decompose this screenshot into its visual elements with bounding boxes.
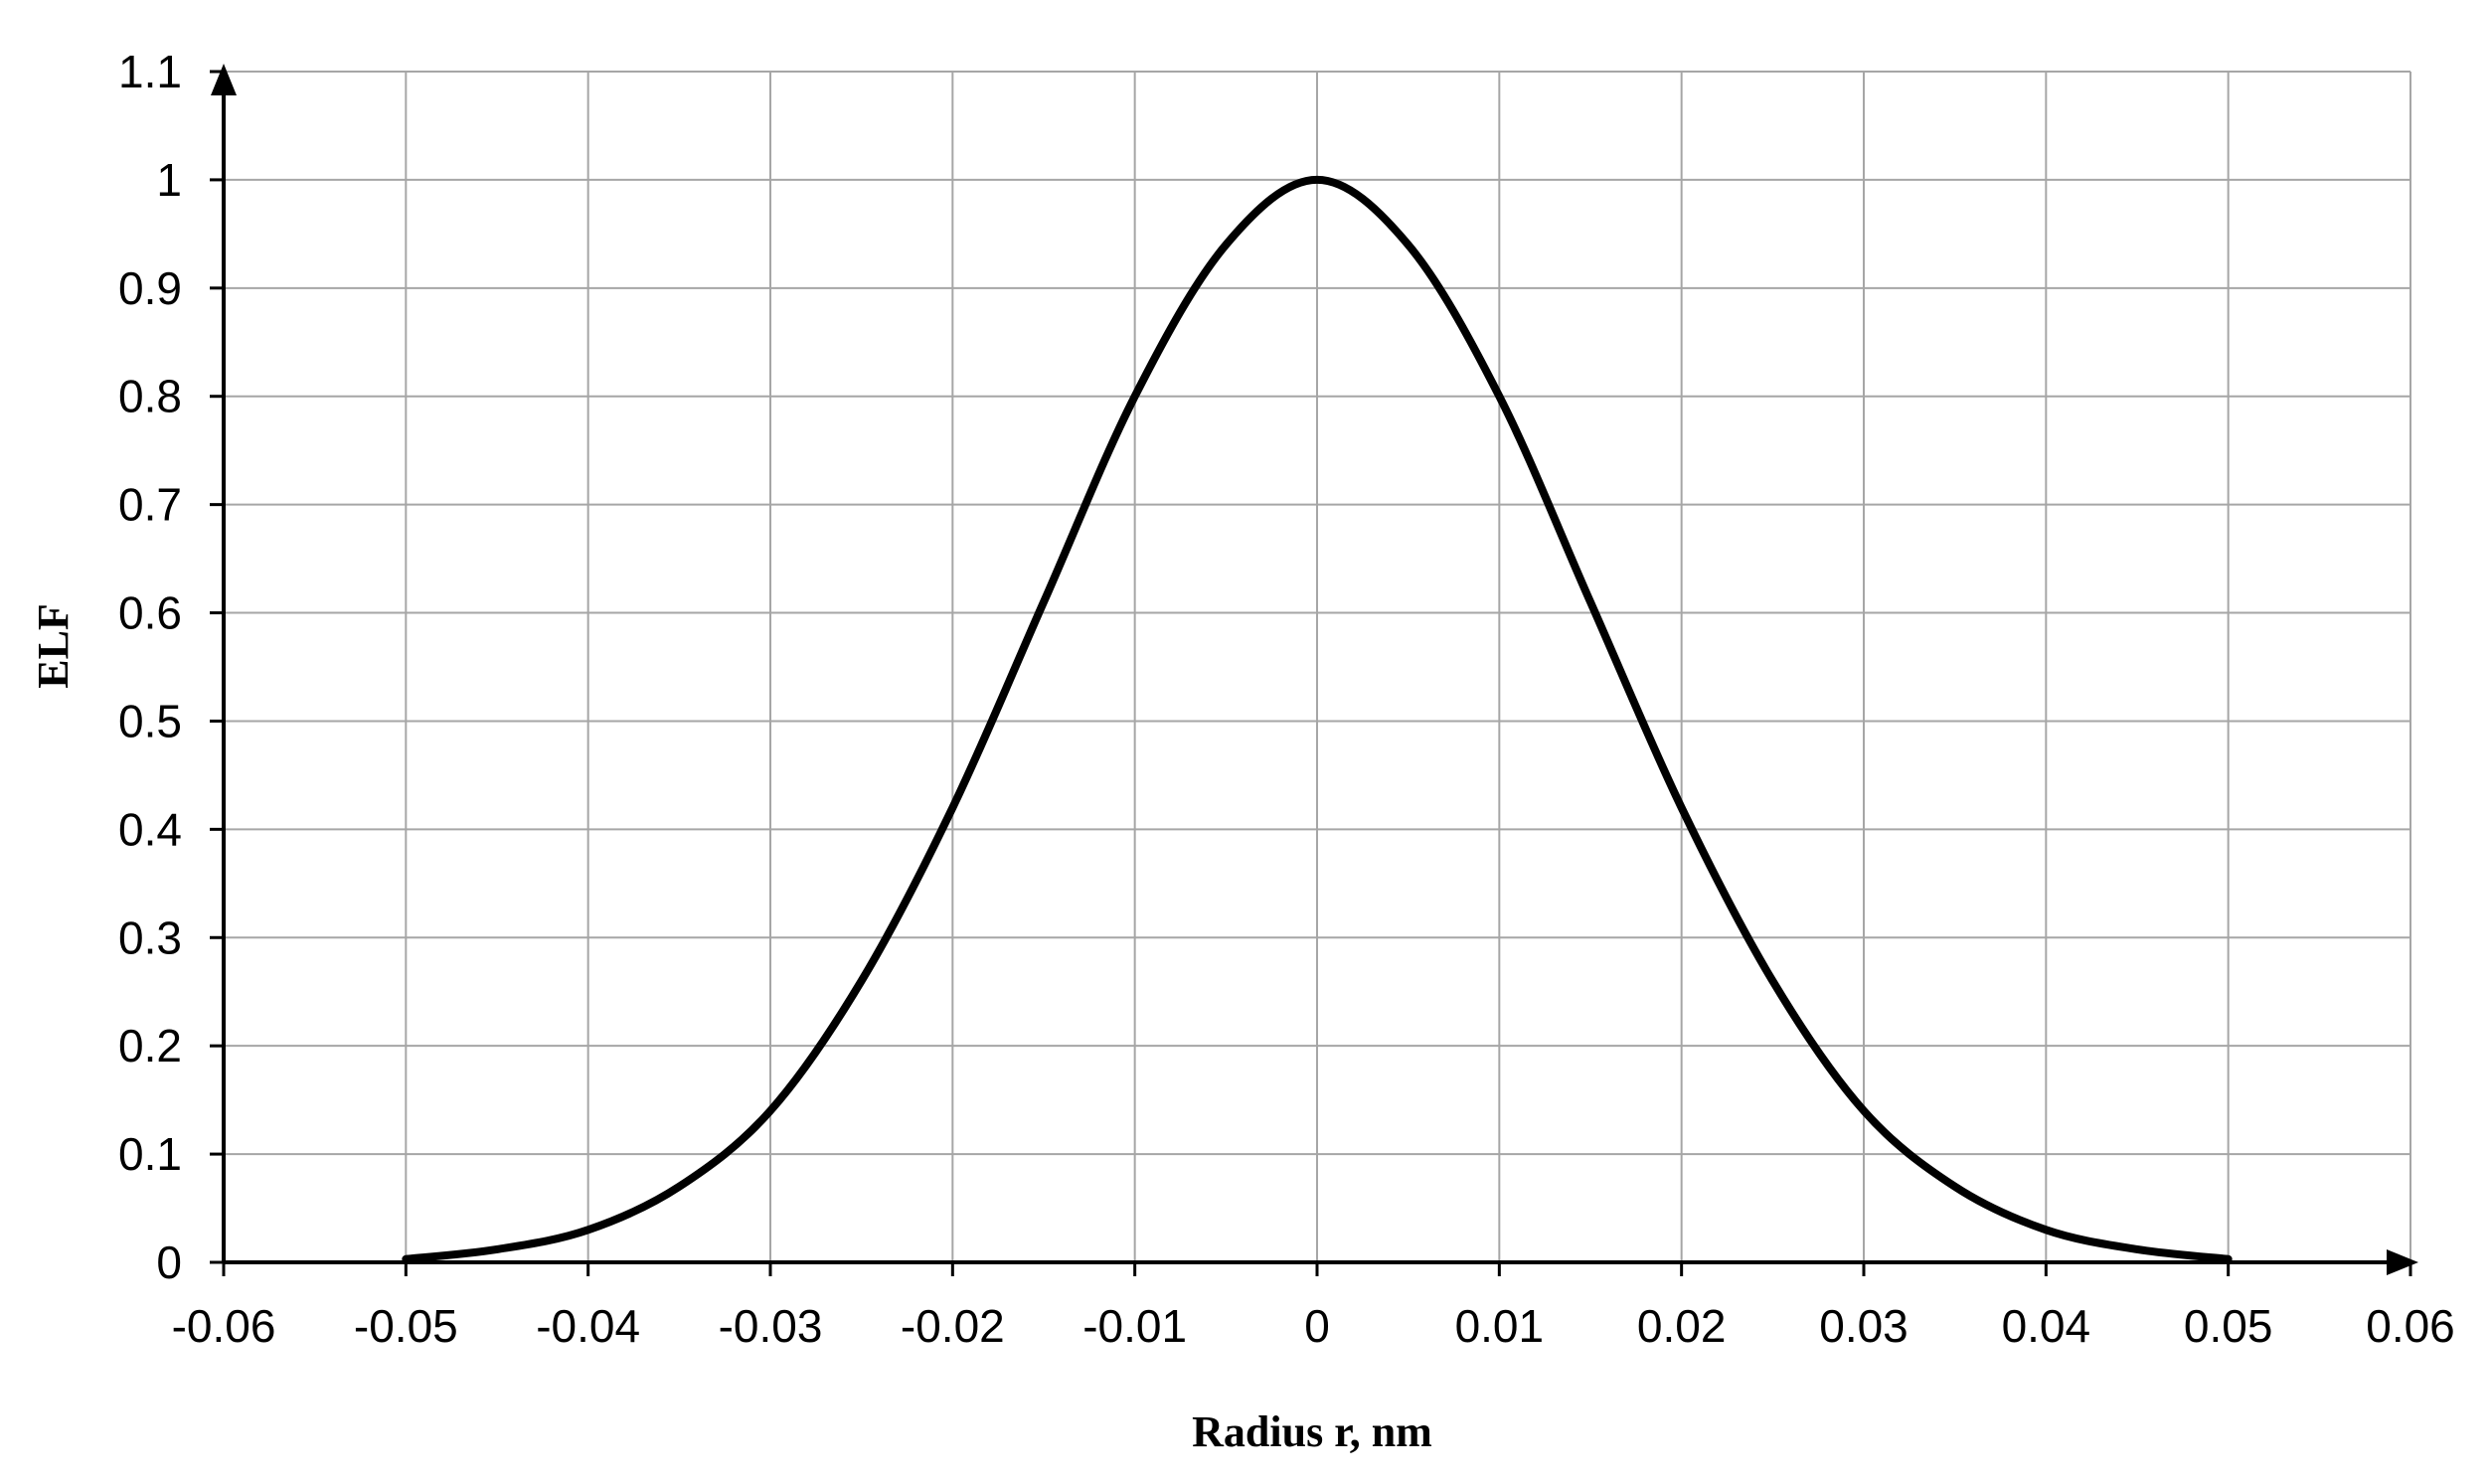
- x-tick-label: -0.05: [354, 1300, 458, 1352]
- y-tick-label: 0.6: [118, 587, 182, 639]
- x-tick-label: -0.03: [719, 1300, 823, 1352]
- x-tick-label: 0.02: [1637, 1300, 1727, 1352]
- x-tick-label: -0.06: [172, 1300, 276, 1352]
- x-tick-label: -0.04: [536, 1300, 640, 1352]
- x-tick-label: 0.04: [2002, 1300, 2091, 1352]
- y-tick-label: 0.9: [118, 262, 182, 314]
- x-tick-label: 0.06: [2366, 1300, 2455, 1352]
- x-axis-arrow: [2387, 1249, 2418, 1275]
- y-tick-label: 0.7: [118, 479, 182, 531]
- x-tick-label: -0.01: [1082, 1300, 1187, 1352]
- y-tick-label: 0.1: [118, 1128, 182, 1180]
- x-tick-label: 0: [1304, 1300, 1330, 1352]
- elf-series-line: [402, 175, 2233, 1263]
- tick-labels: -0.06 -0.05 -0.04 -0.03 -0.02 -0.01 0 0.01 0.02 0…: [118, 46, 2455, 1352]
- y-tick-label: 0.2: [118, 1020, 182, 1072]
- y-tick-label: 0.5: [118, 695, 182, 746]
- x-tick-label: 0.05: [2184, 1300, 2273, 1352]
- y-axis-arrow: [211, 64, 237, 95]
- x-axis-title: Radius r, nm: [1192, 1407, 1432, 1456]
- y-tick-label: 0.8: [118, 371, 182, 422]
- y-axis-title: ELF: [29, 603, 78, 689]
- series: [402, 175, 2233, 1263]
- y-tick-label: 0.4: [118, 803, 182, 855]
- x-tick-label: 0.01: [1455, 1300, 1545, 1352]
- x-tick-label: 0.03: [1819, 1300, 1909, 1352]
- grid-lines: [223, 71, 2411, 1263]
- x-tick-label: -0.02: [901, 1300, 1005, 1352]
- y-tick-label: 0: [156, 1237, 182, 1288]
- y-tick-label: 1: [156, 154, 182, 206]
- axes: [210, 64, 2418, 1276]
- y-tick-label: 0.3: [118, 911, 182, 963]
- y-tick-label: 1.1: [118, 46, 182, 97]
